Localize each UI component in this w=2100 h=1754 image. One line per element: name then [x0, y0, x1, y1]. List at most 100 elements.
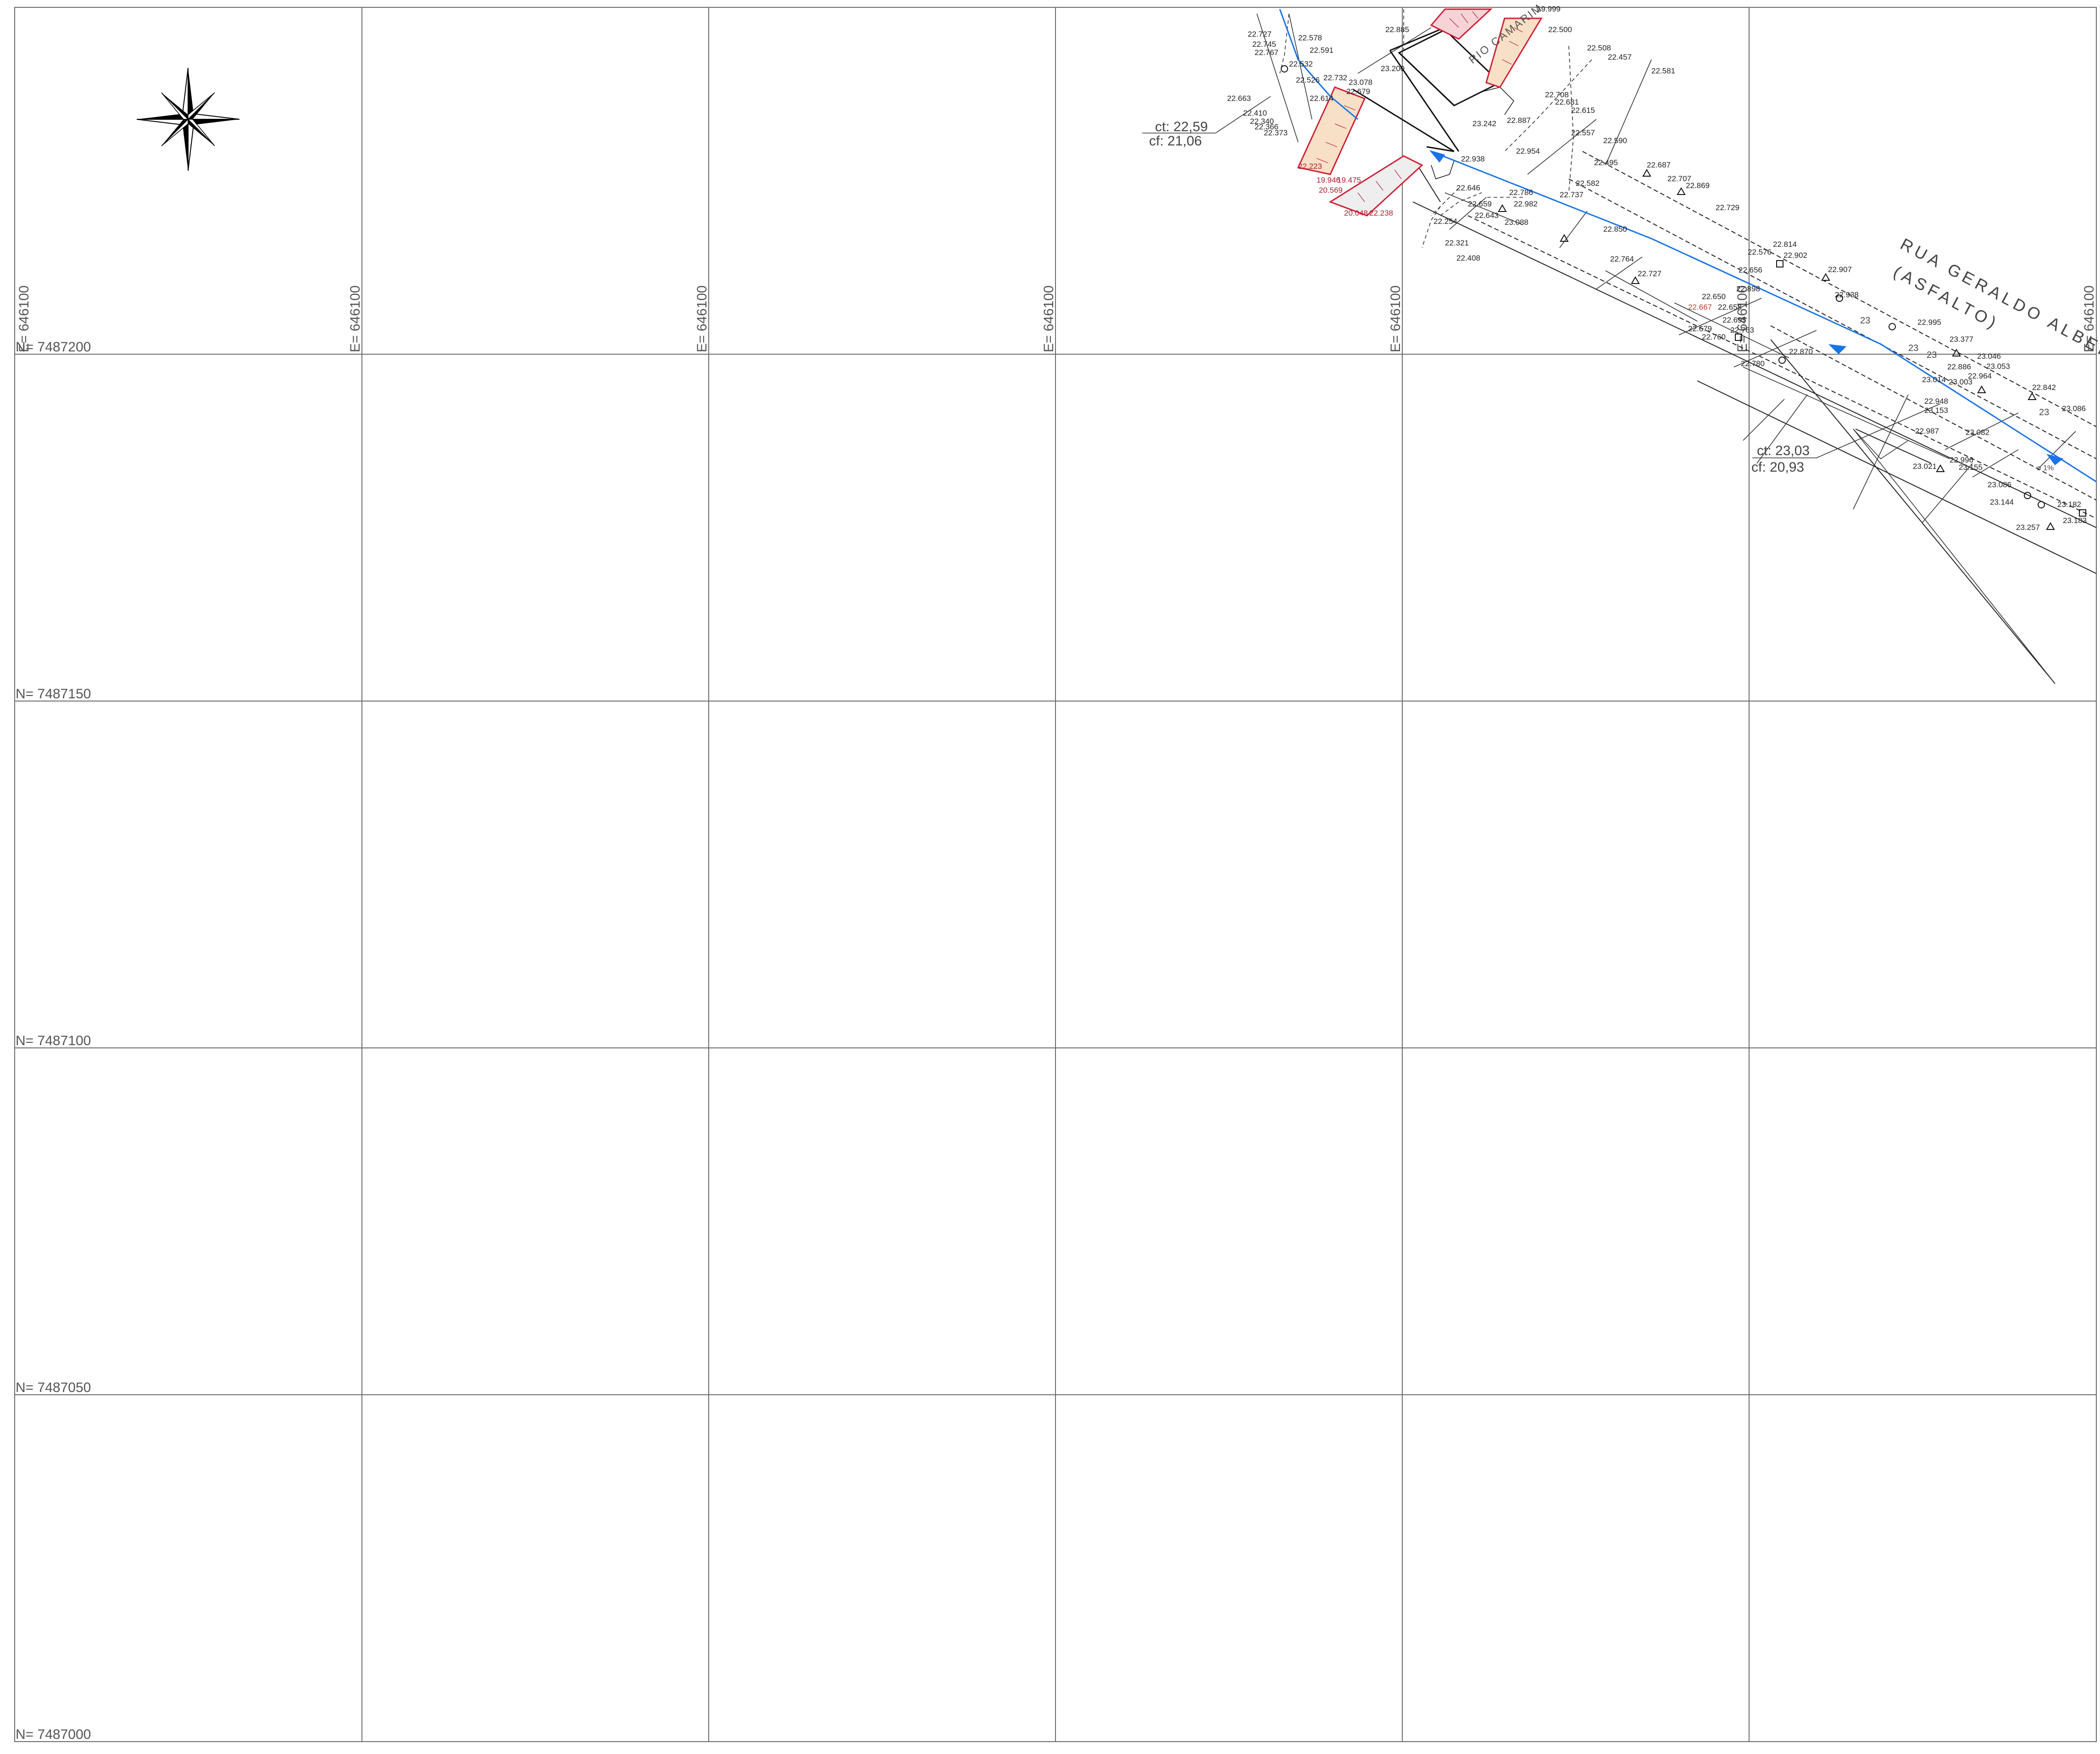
spot-elevation-label: 19.946	[1317, 176, 1340, 184]
leader-line	[1752, 403, 1941, 458]
spot-elevation-label: 23.183	[2063, 516, 2087, 525]
road-edge	[1855, 429, 1932, 464]
red-hatch-bank	[1485, 17, 1543, 88]
spot-elevation-label: 22.732	[1323, 73, 1347, 82]
spot-elevation-label: 22.898	[1736, 284, 1760, 293]
contour-label: 23	[1927, 350, 1937, 360]
spot-elevation-label: 22.576	[1748, 248, 1772, 256]
hatch-line	[1513, 27, 1523, 33]
spot-elevation-label: 22.760	[1702, 333, 1726, 341]
red-hatch-bank	[1430, 8, 1493, 40]
spot-elevation-label: 22.340	[1250, 117, 1274, 126]
contour-labels: 23 23 23 23	[1860, 316, 2049, 418]
spot-elevation-label: 22.532	[1289, 60, 1313, 68]
spot-elevation-label: 23.046	[1977, 352, 2001, 361]
spot-elevation-label: 22.887	[1507, 116, 1531, 125]
spot-elevation-label: 23.242	[1472, 119, 1496, 128]
northing-label: N= 7487100	[16, 1033, 91, 1048]
spot-elevation-label: 22.526	[1296, 76, 1320, 84]
spot-elevations: 22.72722.74522.76722.57822.59122.53222.8…	[1227, 5, 2087, 532]
spot-elevation-label: 22.814	[1773, 240, 1797, 249]
spot-elevation-label: 22.902	[1783, 251, 1807, 260]
culvert-edge	[1353, 89, 1455, 152]
spot-elevation-label: 22.667	[1688, 303, 1712, 312]
contour-label: 23	[2039, 407, 2049, 418]
survey-point-triangle-icon	[1936, 464, 1945, 472]
spot-elevation-label: 23.053	[1986, 362, 2010, 371]
spot-elevation-label: 22.557	[1571, 128, 1595, 137]
spot-elevation-label: 23.082	[1966, 428, 1989, 437]
spot-elevation-label: 22.679	[1346, 87, 1370, 96]
spot-elevation-label: 20.048	[1344, 209, 1368, 217]
northing-label: N= 7487200	[16, 340, 91, 355]
spot-elevation-label: 22.614	[1310, 94, 1333, 103]
northing-label: N= 7487000	[16, 1727, 91, 1742]
survey-line	[1444, 192, 1523, 225]
spot-elevation-label: 22.948	[1924, 397, 1948, 406]
easting-label: E= 646100	[2082, 285, 2097, 352]
spot-elevation-label: 22.373	[1264, 128, 1288, 137]
spot-elevation-label: 23.088	[1505, 218, 1528, 227]
spot-elevation-label: 19.475	[1337, 176, 1361, 184]
flow-arrow-icon	[1429, 150, 1445, 163]
spot-elevation-label: 23.155	[1959, 463, 1983, 472]
spot-elevation-label: 23.003	[1949, 378, 1972, 386]
spot-elevation-label: 22.646	[1456, 184, 1480, 192]
survey-line	[1605, 59, 1652, 166]
hatch-line	[1502, 59, 1512, 65]
survey-line	[1743, 399, 1785, 441]
coordinate-grid	[14, 7, 2097, 1742]
dashed-boundary	[1440, 192, 1482, 216]
road-edge	[1417, 165, 1441, 202]
survey-markers	[1281, 65, 2086, 530]
survey-point-circle-icon	[1778, 356, 1786, 364]
easting-label: E= 646100	[1388, 285, 1403, 352]
road-edge	[1412, 201, 2097, 528]
survey-line	[1743, 367, 1950, 459]
survey-point-triangle-icon	[1952, 348, 1961, 356]
survey-line	[1357, 27, 1432, 74]
spot-elevation-label: 22.870	[1789, 347, 1813, 356]
spot-elevation-label: 22.982	[1514, 200, 1538, 208]
spot-elevation-label: 22.907	[1828, 265, 1852, 274]
spot-elevation-label: 22.410	[1243, 109, 1267, 117]
leader-line	[1853, 429, 2056, 684]
spot-elevation-label: 23.078	[1349, 78, 1372, 87]
spot-elevation-label: 22.679	[1688, 324, 1712, 333]
survey-lines	[1256, 13, 2076, 523]
spot-elevation-label: 22.582	[1576, 179, 1600, 188]
drainage-line	[1279, 9, 1358, 120]
spot-elevation-label: 23.257	[2016, 523, 2040, 532]
spot-elevation-label: 22.578	[1298, 33, 1322, 42]
spot-elevation-label: 23.377	[1950, 335, 1973, 344]
spot-elevation-label: 23.200	[1381, 64, 1405, 73]
spot-elevation-label: 22.687	[1647, 161, 1671, 169]
spot-elevation-label: 22.964	[1968, 372, 1992, 380]
spot-elevation-label: 22.995	[1917, 318, 1941, 327]
road-edge-dashed	[1582, 151, 2097, 427]
hatch-line	[1449, 18, 1459, 28]
road-edge	[1697, 380, 2097, 574]
hatch-line	[1376, 181, 1383, 191]
survey-point-circle-icon	[1836, 295, 1843, 302]
spot-elevation-label: 22.745	[1252, 40, 1276, 49]
survey-point-triangle-icon	[1498, 204, 1507, 212]
culvert-edge	[1481, 87, 1514, 115]
flow-arrow-icon	[1828, 344, 1847, 355]
survey-line	[1289, 13, 1312, 120]
survey-line	[1944, 412, 2019, 450]
hatch-line	[1334, 123, 1347, 129]
culvert-edge	[1398, 52, 1455, 106]
hatch-line	[1344, 105, 1356, 111]
survey-line	[1527, 119, 1597, 175]
easting-labels: E= 646100 E= 646100 E= 646100 E= 646100 …	[17, 285, 2097, 352]
survey-point-circle-icon	[2038, 501, 2045, 508]
contour-label: 23	[1860, 316, 1870, 326]
spot-elevation-label: 22.495	[1594, 158, 1618, 167]
spot-elevation-label: 23.182	[2057, 500, 2081, 509]
spot-elevation-label: 22.590	[1603, 136, 1627, 145]
survey-point-circle-icon	[2024, 492, 2031, 499]
spot-elevation-label: 22.938	[1835, 290, 1859, 299]
spot-elevation-label: 22.254	[1433, 217, 1457, 226]
